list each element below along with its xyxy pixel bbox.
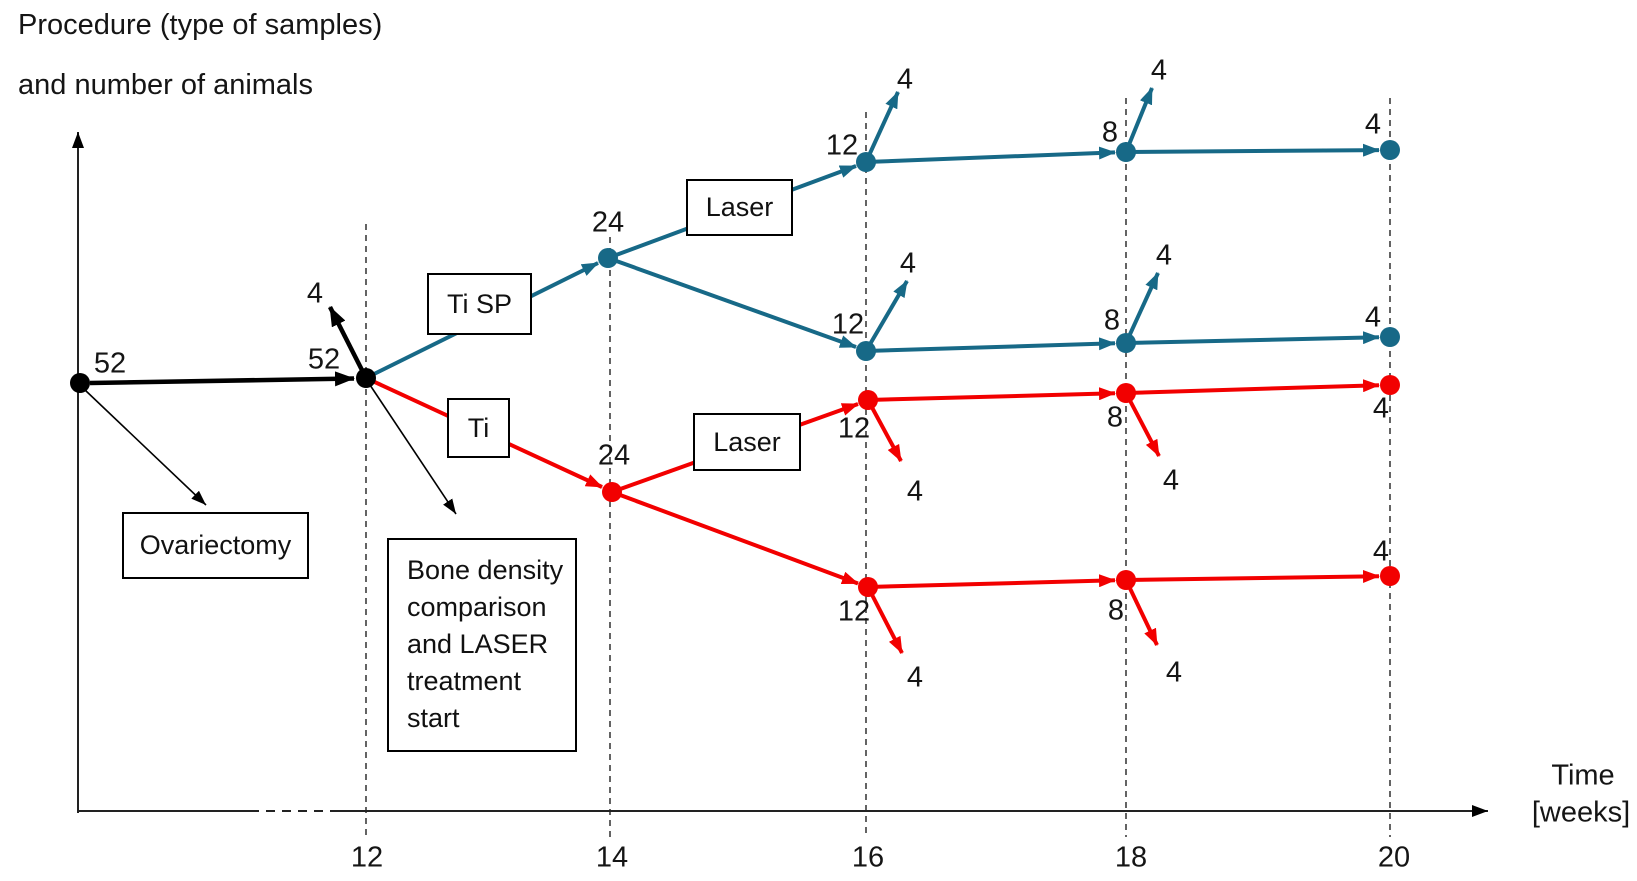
count-red-plain-week16-12: 12 [837,595,871,628]
red-laser-week16-sample-arrow [866,399,903,462]
count-blue-plain-week18-8: 8 [1103,304,1121,337]
count-week12-52: 52 [307,343,341,376]
laser-red-label: Laser [713,426,781,457]
node-red-laser-week18 [1116,383,1136,403]
count-blue-laser-week18-removed-4: 4 [1150,54,1168,87]
red-laser-week18-sample-arrow [1124,392,1161,457]
count-red-week14-24: 24 [597,439,631,472]
node-blue-week14 [598,248,618,268]
arrow-to-bone-density-box [369,384,457,515]
blue-plain-week14-to-week16 [607,256,857,349]
count-blue-plain-week16-12: 12 [831,308,865,341]
ti-sp-box: Ti SP [427,273,532,335]
ti-sp-label: Ti SP [446,288,512,319]
tick-week-18: 18 [1114,841,1148,874]
tick-week-20: 20 [1377,841,1411,874]
blue-laser-week16-to-week18 [865,146,1116,164]
node-red-plain-week20 [1380,566,1400,586]
blue-plain-week16-to-week18 [865,337,1116,353]
count-blue-laser-week18-8: 8 [1101,116,1119,149]
x-axis-caption-line1: Time [1551,759,1615,792]
bone-density-box: Bone density comparison and LASER treatm… [387,538,577,752]
node-start-52 [70,373,90,393]
tick-week-14: 14 [595,841,629,874]
node-red-laser-week16 [858,390,878,410]
count-blue-week14-24: 24 [591,206,625,239]
bone-density-line3: and LASER [407,629,549,659]
count-blue-plain-week20-4: 4 [1364,301,1382,334]
count-week12-removed-4: 4 [306,277,324,310]
count-blue-laser-week20-4: 4 [1364,108,1382,141]
red-laser-week18-to-week20 [1125,379,1380,395]
red-nodes [602,375,1400,597]
blue-plain-week18-sample-arrow [1124,272,1160,344]
count-start-52: 52 [93,347,127,380]
black-nodes [70,368,376,393]
count-blue-plain-week18-removed-4: 4 [1155,239,1173,272]
blue-laser-week18-to-week20 [1125,143,1380,157]
bone-density-line5: start [407,703,460,733]
count-red-plain-week16-removed-4: 4 [906,661,924,694]
arrow-to-ovariectomy-box [84,389,207,506]
red-plain-week16-sample-arrow [866,586,904,654]
red-plain-week18-to-week20 [1125,569,1380,583]
y-axis-caption-line2: and number of animals [18,69,313,101]
laser-blue-label: Laser [705,192,774,222]
count-red-laser-week16-12: 12 [837,412,871,445]
bone-density-line1: Bone density [407,555,564,585]
count-blue-laser-week16-removed-4: 4 [896,63,914,96]
axes [72,132,1488,817]
blue-branch [365,87,1380,380]
count-blue-laser-week16-12: 12 [825,129,859,162]
x-axis-caption-line2: [weeks] [1531,796,1631,829]
count-blue-plain-week16-removed-4: 4 [899,247,917,280]
node-blue-laser-week18 [1116,142,1136,162]
ovariectomy-box: Ovariectomy [122,512,309,579]
blue-laser-week18-sample-arrow [1124,87,1154,153]
blue-nodes [598,140,1400,361]
node-red-laser-week20 [1380,375,1400,395]
node-blue-laser-week16 [856,152,876,172]
ti-box: Ti [447,398,510,458]
red-plain-week16-to-week18 [867,574,1116,589]
arrow-week12-removed-4 [327,305,369,380]
node-blue-plain-week20 [1380,327,1400,347]
node-red-plain-week18 [1116,570,1136,590]
laser-box-red: Laser [693,413,801,471]
count-red-plain-week18-8: 8 [1107,594,1125,627]
count-red-plain-week18-removed-4: 4 [1165,656,1183,689]
count-red-laser-week18-8: 8 [1106,401,1124,434]
count-red-laser-week18-removed-4: 4 [1162,464,1180,497]
node-blue-plain-week18 [1116,333,1136,353]
node-red-week14 [602,482,622,502]
arrow-start-to-week12 [89,371,355,387]
count-red-plain-week20-4: 4 [1372,535,1390,568]
tick-week-16: 16 [851,841,885,874]
ti-label: Ti [467,412,490,443]
blue-plain-week16-sample-arrow [864,279,909,353]
bone-density-line2: comparison [407,592,547,622]
node-blue-laser-week20 [1380,140,1400,160]
blue-plain-week18-to-week20 [1125,331,1380,345]
node-red-plain-week16 [858,577,878,597]
tick-week-12: 12 [350,841,384,874]
red-plain-week18-sample-arrow [1124,579,1159,646]
node-week12-52 [356,368,376,388]
count-red-laser-week16-removed-4: 4 [906,475,924,508]
ovariectomy-label: Ovariectomy [139,530,292,560]
bone-density-line4: treatment [407,666,522,696]
count-red-laser-week20-4: 4 [1372,392,1390,425]
week-gridlines [365,98,1391,837]
y-axis-caption-line1: Procedure (type of samples) [18,9,383,41]
node-blue-plain-week16 [856,341,876,361]
blue-laser-week16-sample-arrow [864,91,900,163]
laser-box-blue: Laser [686,179,793,236]
black-branch [84,305,457,515]
red-plain-week14-to-week16 [611,490,859,586]
red-laser-week16-to-week18 [867,387,1116,402]
